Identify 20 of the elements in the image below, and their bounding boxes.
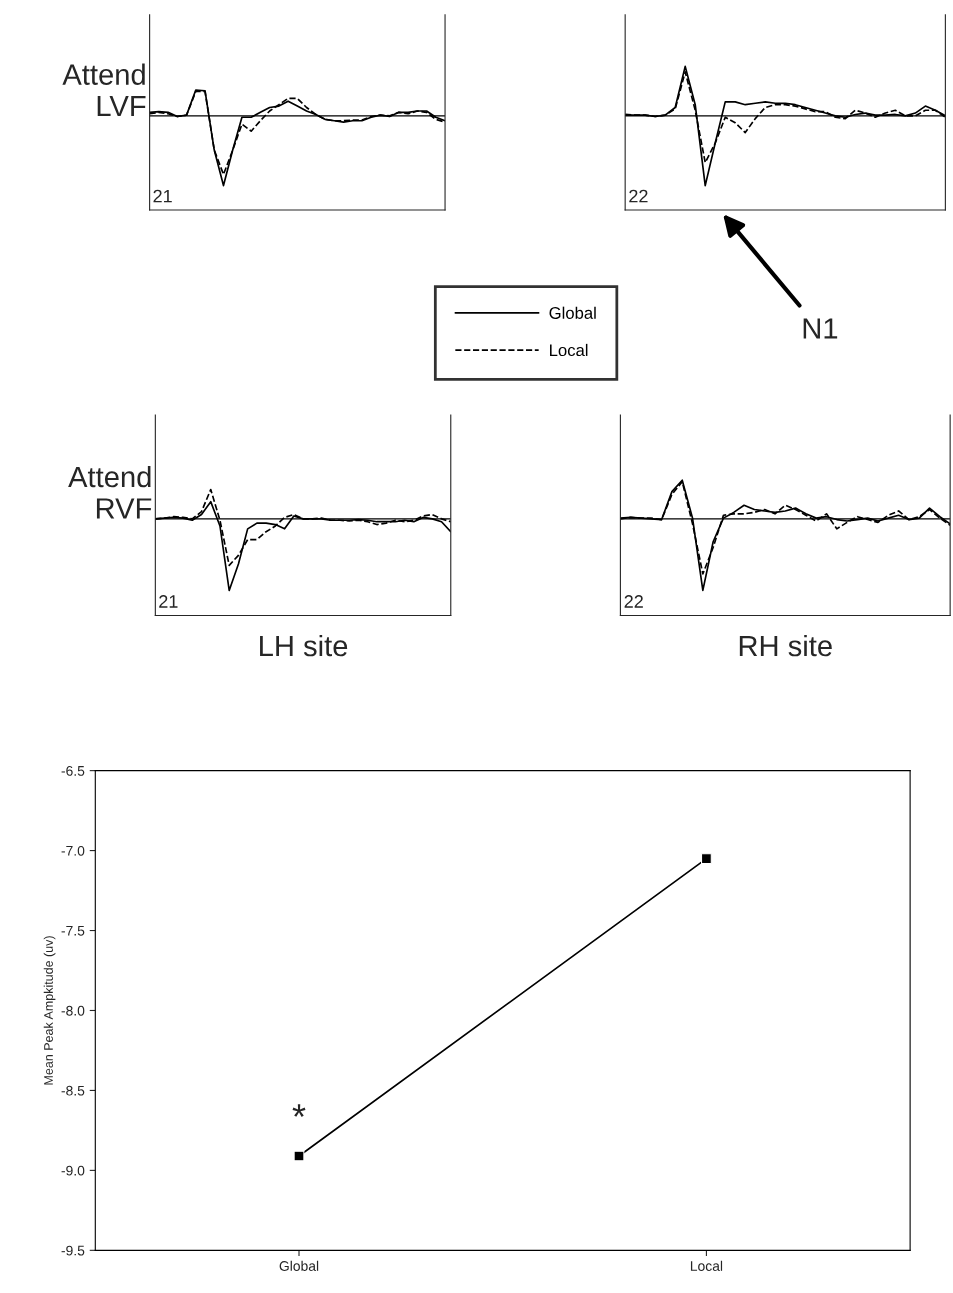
text: N1 (803, 318, 838, 339)
y-axis-title: Attend RVF (68, 465, 152, 519)
x-axis-title: RH site (739, 634, 832, 657)
legend-label: Local (550, 343, 588, 357)
text: 21 (159, 595, 178, 608)
y-tick-label: -8.0 (61, 1005, 85, 1016)
y-tick-label: -8.5 (61, 1085, 85, 1096)
text: 21 (153, 189, 172, 203)
x-axis-title: LH site (260, 634, 348, 657)
text: 22 (624, 595, 643, 608)
y-tick-label: -6.5 (61, 765, 85, 776)
y-axis-title: Attend LVF (62, 63, 146, 117)
annotation: * (292, 1104, 306, 1117)
y-tick-label: -7.0 (61, 845, 85, 856)
y-tick-label: -9.5 (61, 1245, 85, 1256)
y-axis-title: Mean Peak Ampkitude (uv) (43, 936, 56, 1085)
y-tick-label: -7.5 (61, 926, 85, 936)
legend-label: Global (549, 306, 596, 319)
text: 22 (629, 189, 648, 203)
y-tick-label: -9.0 (61, 1165, 85, 1176)
